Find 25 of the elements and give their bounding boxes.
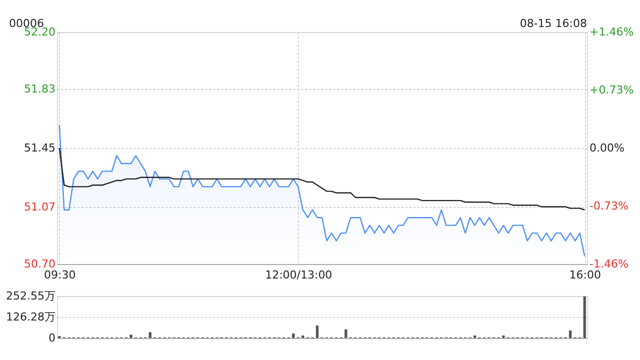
- y2-tick-label: 0.00%: [590, 142, 624, 154]
- bar: [148, 332, 152, 338]
- text: 08-15 16:08: [520, 17, 587, 30]
- y-tick-label: 0: [48, 332, 56, 344]
- x-tick-label: 12:00/13:00: [265, 268, 332, 282]
- bar: [344, 329, 348, 338]
- bar: [568, 330, 572, 338]
- line-series: [58, 147, 586, 210]
- y2-tick-label: +0.73%: [590, 84, 634, 96]
- y-tick-label: 51.83: [24, 82, 56, 96]
- y-tick-label: 51.07: [24, 200, 56, 214]
- y2-tick-label: -1.46%: [590, 258, 628, 270]
- y-tick-label: 51.45: [24, 142, 56, 154]
- bar: [130, 334, 132, 338]
- y2-tick-label: -0.73%: [590, 200, 628, 212]
- y-tick-label: 52.20: [24, 26, 56, 38]
- y-tick-label: 50.70: [24, 258, 56, 270]
- y-tick-label: 252.55万: [6, 290, 56, 302]
- bar: [583, 296, 586, 338]
- bar: [316, 326, 319, 338]
- y-tick-label: 126.28万: [6, 310, 56, 324]
- y2-tick-label: +1.46%: [590, 26, 634, 38]
- x-tick-label: 09:30: [44, 268, 76, 282]
- x-tick-label: 16:00: [569, 268, 601, 282]
- bar: [292, 334, 295, 338]
